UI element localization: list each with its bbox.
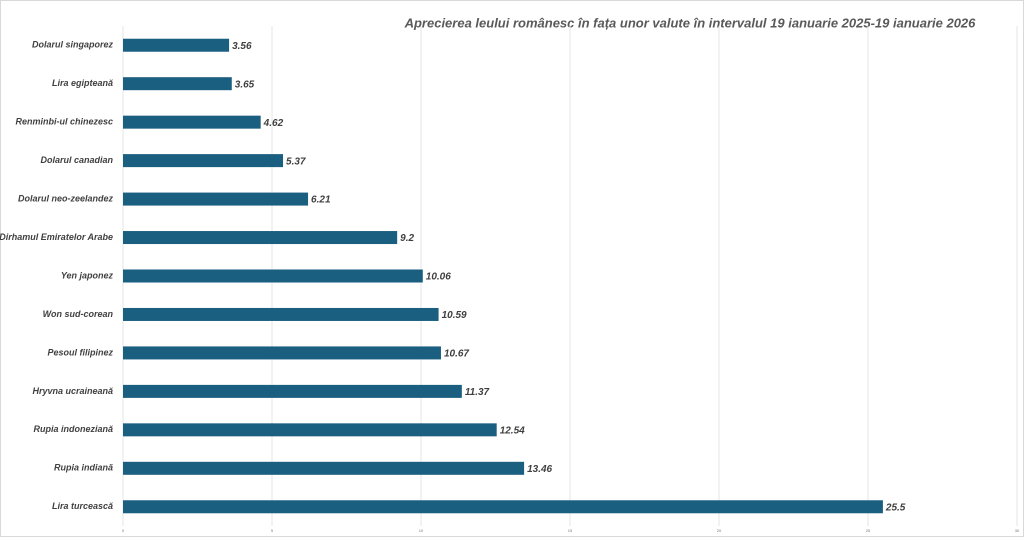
bar [123, 115, 261, 129]
x-tick-label: 10 [419, 528, 424, 533]
y-tick-label: Renminbi-ul chinezesc [15, 117, 113, 127]
y-tick-label: Dolarul neo-zeelandez [18, 193, 114, 203]
x-tick-label: 0 [122, 528, 125, 533]
data-label: 3.56 [232, 41, 252, 52]
data-label: 11.37 [465, 387, 490, 398]
bar [123, 461, 525, 475]
y-tick-label: Dolarul singaporez [32, 40, 114, 50]
bar [123, 231, 398, 245]
x-tick-label: 15 [568, 528, 573, 533]
data-label: 25.5 [885, 502, 906, 513]
y-tick-label: Dolarul canadian [40, 155, 113, 165]
bar [123, 38, 230, 52]
y-tick-label: Rupia indoneziană [33, 424, 113, 434]
data-label: 9.2 [400, 233, 414, 244]
bar [123, 192, 309, 206]
data-label: 6.21 [311, 195, 331, 206]
y-tick-label: Hryvna ucraineană [32, 386, 113, 396]
y-tick-label: Yen japonez [61, 270, 114, 280]
bar [123, 423, 497, 437]
data-label: 10.59 [442, 310, 467, 321]
data-label: 10.06 [426, 272, 451, 283]
y-tick-label: Lira egipteană [52, 78, 113, 88]
y-tick-label: Dirhamul Emiratelor Arabe [0, 232, 113, 242]
chart-title: Aprecierea leului românesc în fața unor … [404, 15, 977, 30]
x-tick-label: 30 [1015, 528, 1020, 533]
x-tick-label: 5 [271, 528, 274, 533]
data-label: 5.37 [286, 156, 306, 167]
data-label: 10.67 [444, 349, 469, 360]
bar [123, 269, 423, 283]
bar [123, 346, 441, 360]
x-tick-label: 25 [866, 528, 871, 533]
bar [123, 307, 439, 321]
bar [123, 384, 462, 398]
bar [123, 500, 883, 514]
data-label: 13.46 [527, 464, 552, 475]
y-tick-label: Pesoul filipinez [47, 347, 113, 357]
data-label: 4.62 [263, 118, 284, 129]
data-label: 3.65 [235, 79, 255, 90]
y-tick-label: Lira turcească [52, 501, 113, 511]
y-tick-label: Won sud-corean [43, 309, 114, 319]
y-tick-label: Rupia indiană [54, 463, 113, 473]
x-tick-label: 20 [717, 528, 722, 533]
bar [123, 77, 232, 91]
data-label: 12.54 [500, 425, 525, 436]
bar [123, 154, 284, 168]
